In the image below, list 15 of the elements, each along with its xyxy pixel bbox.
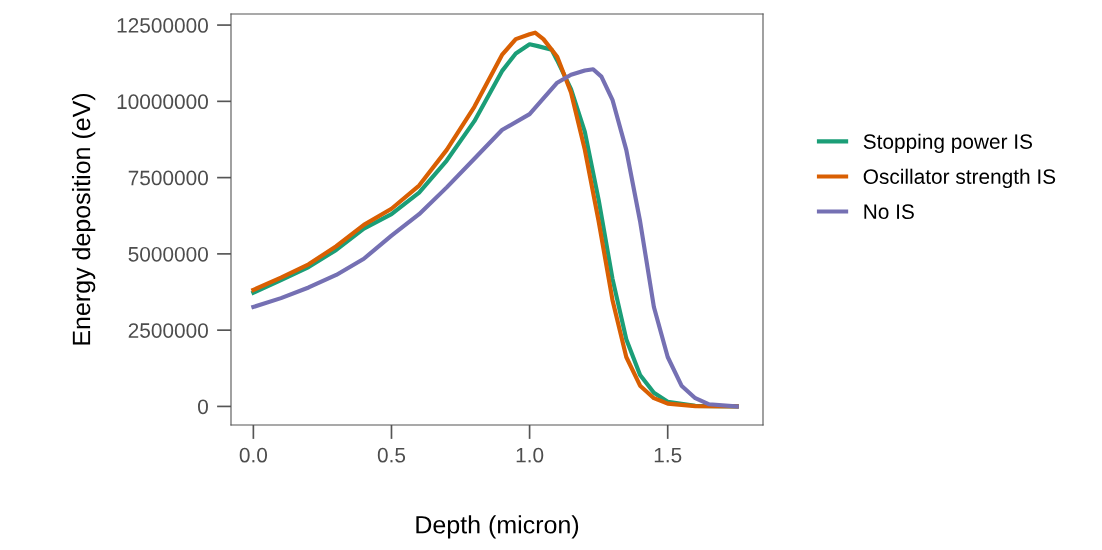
legend-label: Oscillator strength IS bbox=[863, 168, 1056, 189]
legend-label: Stopping power IS bbox=[863, 133, 1033, 154]
y-axis-title: Energy deposition (eV) bbox=[71, 93, 96, 345]
y-tick-label: 12500000 bbox=[117, 18, 208, 33]
x-tick-label: 1.5 bbox=[654, 447, 682, 463]
x-axis-title: Depth (micron) bbox=[416, 515, 579, 539]
y-tick-label: 5000000 bbox=[128, 246, 208, 262]
y-tick-label: 2500000 bbox=[128, 323, 208, 338]
legend-label: No IS bbox=[864, 204, 914, 220]
y-tick-label: 0 bbox=[198, 399, 208, 415]
x-tick-label: 0.0 bbox=[239, 447, 268, 463]
y-tick-label: 7500000 bbox=[128, 170, 208, 186]
x-tick-label: 1.0 bbox=[516, 447, 544, 463]
x-tick-label: 0.5 bbox=[377, 447, 406, 463]
y-tick-label: 10000000 bbox=[117, 94, 208, 110]
